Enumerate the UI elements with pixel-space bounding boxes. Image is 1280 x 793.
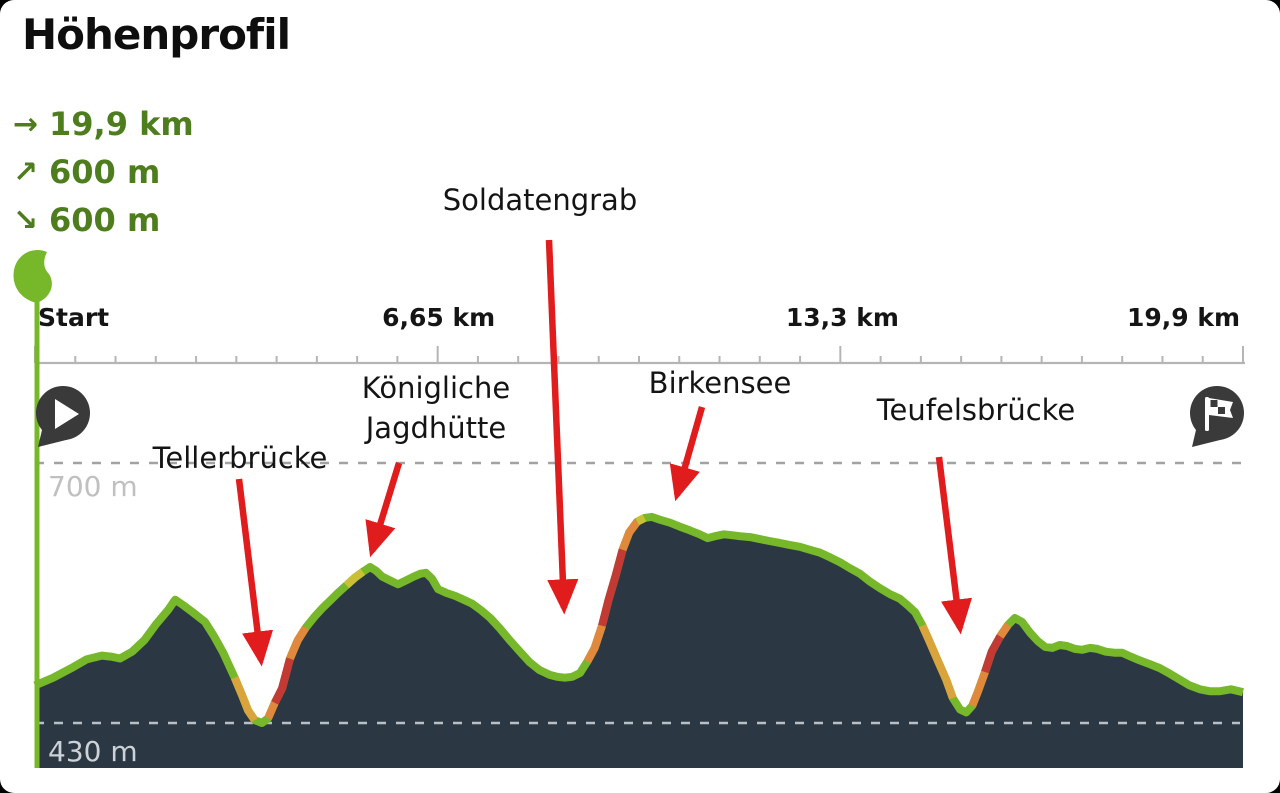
steep-gradient-segment <box>286 625 310 661</box>
steep-gradient-segment <box>996 622 1012 639</box>
stat-distance-value: 19,9 km <box>49 105 194 143</box>
annotation-arrow <box>545 239 579 615</box>
steep-gradient-segment <box>635 514 647 526</box>
stat-ascent: ↗ 600 m <box>13 148 194 196</box>
x-axis-label: 13,3 km <box>785 303 899 332</box>
poi-label: Birkensee <box>648 366 792 400</box>
stat-descent: ↘ 600 m <box>13 196 194 244</box>
steep-gradient-segment <box>264 701 279 720</box>
arrow-down-right-icon: ↘ <box>13 202 39 238</box>
steep-gradient-segment <box>918 624 957 700</box>
steep-gradient-segment <box>231 676 258 723</box>
steep-gradient-segment <box>618 519 641 552</box>
annotation-arrow <box>365 462 403 558</box>
x-axis-label: Start <box>38 303 110 332</box>
steep-gradient-segment <box>968 670 989 708</box>
play-marker-button[interactable] <box>36 386 90 447</box>
stat-distance: → 19,9 km <box>13 100 194 148</box>
poi-label: Teufelsbrücke <box>876 393 1076 427</box>
play-icon <box>55 399 79 429</box>
finish-flag-icon <box>1205 397 1233 431</box>
steep-gradient-segment <box>343 568 366 589</box>
poi-label: Tellerbrücke <box>152 441 328 475</box>
arrow-up-right-icon: ↗ <box>13 154 39 190</box>
arrow-right-icon: → <box>13 106 39 142</box>
gridline-label-700m: 700 m <box>48 470 138 503</box>
stat-descent-value: 600 m <box>49 201 161 239</box>
poi-label: Soldatengrab <box>442 183 638 217</box>
stat-ascent-value: 600 m <box>49 153 161 191</box>
poi-label: Königliche Jagdhütte <box>361 371 511 445</box>
start-marker-icon <box>13 250 52 303</box>
steep-gradient-segment <box>598 548 627 627</box>
annotation-arrow <box>669 406 706 502</box>
tour-stats: → 19,9 km ↗ 600 m ↘ 600 m <box>13 100 194 244</box>
steep-gradient-segment <box>981 634 1004 674</box>
steep-gradient-segment <box>271 657 294 705</box>
x-axis-label: 19,9 km <box>1126 303 1240 332</box>
steep-gradient-segment <box>583 624 606 664</box>
gridline-label-430m: 430 m <box>48 735 138 768</box>
finish-flag-marker <box>1190 386 1244 447</box>
page-title: Höhenprofil <box>22 10 291 59</box>
x-axis-label: 6,65 km <box>382 303 496 332</box>
annotation-arrow <box>935 456 972 635</box>
elevation-area <box>35 516 1243 768</box>
annotation-arrow <box>235 478 274 667</box>
